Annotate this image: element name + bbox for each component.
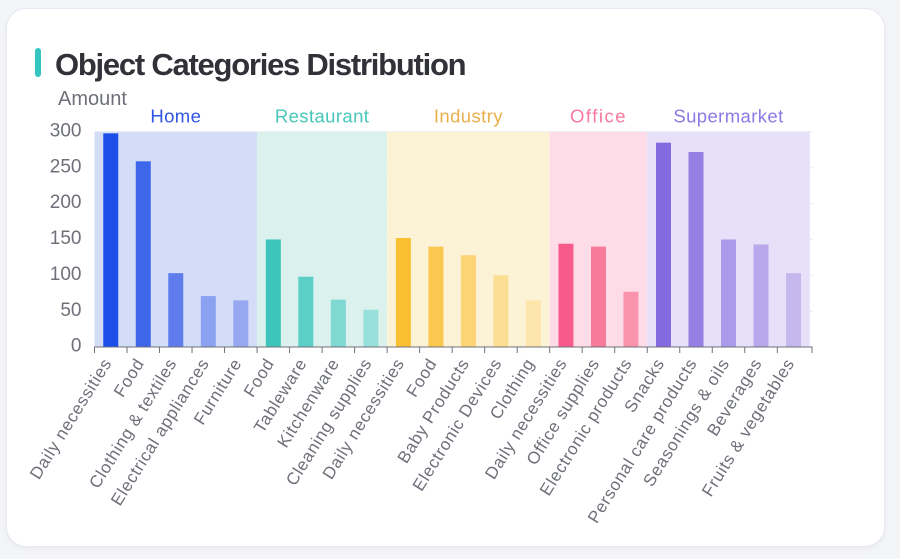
svg-text:Home: Home	[150, 105, 201, 126]
svg-text:200: 200	[50, 192, 82, 213]
svg-text:150: 150	[50, 228, 82, 249]
svg-text:Restaurant: Restaurant	[275, 105, 370, 126]
svg-text:300: 300	[50, 121, 82, 142]
svg-text:50: 50	[60, 300, 81, 321]
svg-text:Supermarket: Supermarket	[673, 105, 783, 126]
svg-text:0: 0	[71, 336, 82, 357]
svg-text:Industry: Industry	[434, 105, 503, 126]
svg-text:100: 100	[50, 264, 82, 285]
svg-text:Office: Office	[570, 105, 627, 126]
svg-text:Amount: Amount	[58, 88, 127, 110]
svg-text:250: 250	[50, 156, 82, 177]
